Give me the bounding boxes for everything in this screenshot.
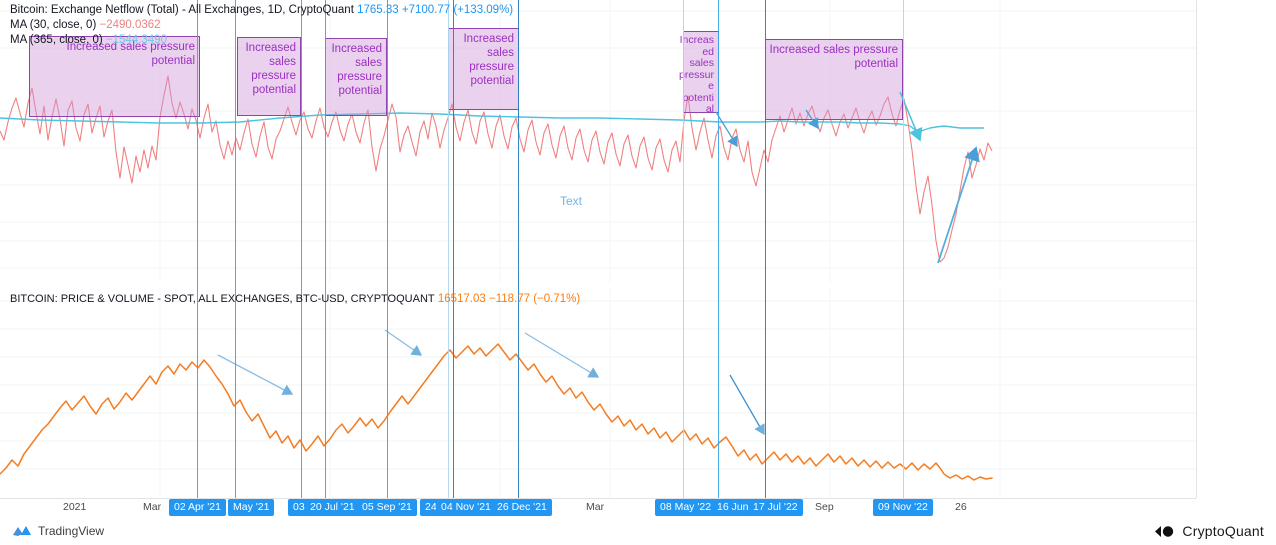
vertical-gridlines (159, 288, 1001, 498)
tradingview-logo-icon (12, 524, 32, 538)
tradingview-label: TradingView (38, 524, 105, 538)
time-badge[interactable]: 08 May '22 (655, 499, 717, 516)
ma365-label: MA (365, close, 0) (10, 34, 103, 46)
time-label: Sep (815, 501, 834, 513)
time-label: Mar (143, 501, 162, 513)
vertical-marker-line[interactable] (683, 0, 685, 498)
vertical-gridlines (159, 0, 1001, 283)
annotation-box[interactable]: Increased sales pressure potential (29, 36, 200, 117)
netflow-last-value: 1765.33 (357, 4, 399, 16)
time-label: Mar (586, 501, 605, 513)
time-badge[interactable]: 09 Nov '22 (873, 499, 933, 516)
ma365-value: −1544.3490 (105, 34, 167, 46)
price-legend-row-title: BITCOIN: PRICE & VOLUME - SPOT, ALL EXCH… (10, 292, 580, 307)
vertical-marker-line[interactable] (718, 0, 720, 498)
tradingview-branding[interactable]: TradingView (12, 524, 104, 538)
annotation-box-label: Increased sales pressure potential (331, 43, 382, 97)
time-badge[interactable]: 02 Apr '21 (169, 499, 226, 516)
annotation-box-label: Increas ed sales pressur e potenti al (678, 34, 714, 115)
ma30-value: −2490.0362 (99, 19, 161, 31)
time-badge[interactable]: 04 Nov '21 (436, 499, 496, 516)
annotation-box[interactable]: Increased sales pressure potential (765, 39, 903, 120)
vertical-marker-line[interactable] (518, 0, 520, 498)
time-badge[interactable]: 05 Sep '21 (357, 499, 417, 516)
annotation-box-label: Increased sales pressure potential (463, 33, 514, 87)
price-axis-divider (1196, 0, 1197, 498)
cryptoquant-branding[interactable]: CryptoQuant (1154, 523, 1264, 539)
annotation-box-label: Increased sales pressure potential (66, 41, 195, 67)
annotation-box[interactable]: Increas ed sales pressur e potenti al (679, 31, 719, 115)
vertical-marker-line[interactable] (387, 0, 389, 498)
ma30-label: MA (30, close, 0) (10, 19, 97, 31)
vertical-marker-line[interactable] (197, 0, 199, 498)
price-pane[interactable] (0, 288, 1196, 498)
cryptoquant-label: CryptoQuant (1182, 523, 1264, 539)
netflow-legend-row-ma30: MA (30, close, 0) −2490.0362 (10, 18, 513, 33)
netflow-legend-row-ma365: MA (365, close, 0) −1544.3490 (10, 33, 513, 48)
annotation-box-label: Increased sales pressure potential (245, 42, 296, 96)
time-label: 26 (955, 501, 967, 513)
vertical-marker-line[interactable] (235, 0, 237, 498)
vertical-marker-line[interactable] (325, 0, 327, 498)
price-axis[interactable]: 6000.00 4000.00 1765.33 0.00 −2000.00 −4… (1196, 0, 1276, 545)
price-last-value: 16517.03 (437, 293, 486, 305)
vertical-marker-line[interactable] (903, 0, 905, 498)
price-legend: BITCOIN: PRICE & VOLUME - SPOT, ALL EXCH… (10, 292, 580, 307)
price-title: BITCOIN: PRICE & VOLUME - SPOT, ALL EXCH… (10, 293, 435, 305)
vertical-marker-line[interactable] (765, 0, 767, 498)
time-badge[interactable]: May '21 (228, 499, 275, 516)
netflow-legend-row-title: Bitcoin: Exchange Netflow (Total) - All … (10, 3, 513, 18)
netflow-legend: Bitcoin: Exchange Netflow (Total) - All … (10, 3, 513, 48)
vertical-marker-line[interactable] (453, 0, 455, 498)
price-series-line (0, 343, 993, 481)
time-badge[interactable]: 17 Jul '22 (748, 499, 803, 516)
vertical-marker-line[interactable] (448, 0, 450, 498)
vertical-marker-line[interactable] (301, 0, 303, 498)
cryptoquant-logo-icon (1154, 525, 1176, 538)
annotation-box[interactable]: Increased sales pressure potential (448, 28, 519, 110)
time-badge[interactable]: 26 Dec '21 (492, 499, 552, 516)
time-badge[interactable]: 20 Jul '21 (305, 499, 360, 516)
annotation-box-label: Increased sales pressure potential (769, 44, 898, 70)
annotation-box[interactable]: Increased sales pressure potential (325, 38, 387, 116)
free-text-label[interactable]: Text (560, 194, 583, 208)
price-plot (0, 288, 1196, 498)
price-change-value: −118.77 (−0.71%) (488, 293, 581, 305)
time-axis-divider (0, 498, 1196, 499)
time-label: 2021 (63, 501, 87, 513)
netflow-change-value: +7100.77 (+133.09%) (401, 4, 514, 16)
netflow-pane[interactable]: Increased sales pressure potential Incre… (0, 0, 1196, 283)
netflow-series-line (0, 75, 993, 263)
horizontal-gridlines (0, 300, 1196, 470)
netflow-title: Bitcoin: Exchange Netflow (Total) - All … (10, 4, 354, 16)
annotation-box[interactable]: Increased sales pressure potential (237, 37, 301, 116)
